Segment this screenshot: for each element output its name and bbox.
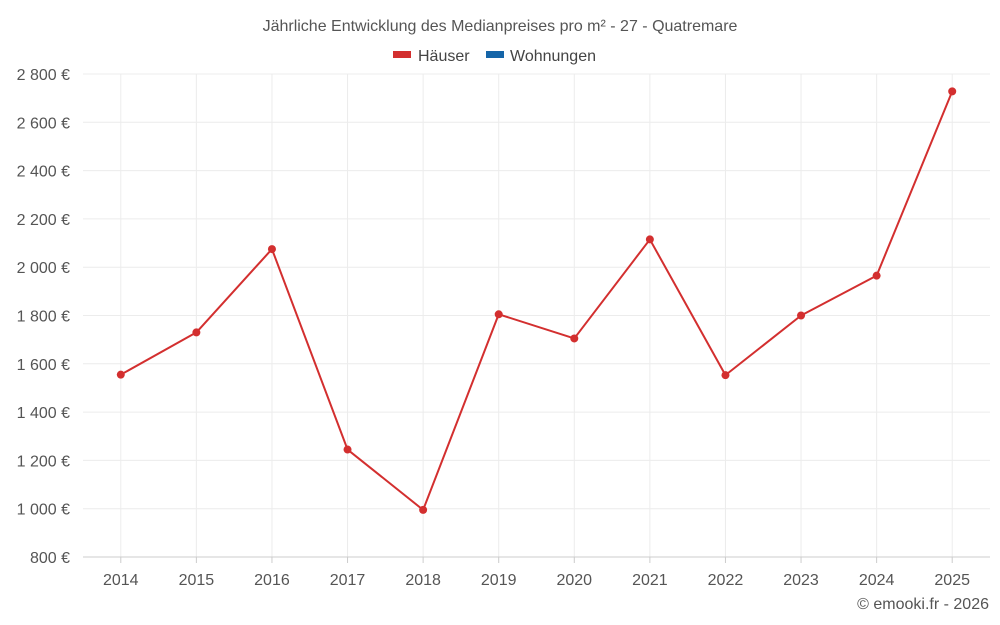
legend: Häuser Wohnungen xyxy=(393,48,596,65)
x-tick-label: 2017 xyxy=(330,572,366,589)
y-tick-label: 2 400 € xyxy=(17,164,70,181)
x-tick-label: 2014 xyxy=(103,572,139,589)
y-tick-label: 1 400 € xyxy=(17,405,70,422)
y-tick-label: 2 800 € xyxy=(17,67,70,84)
y-tick-label: 800 € xyxy=(30,550,70,567)
x-tick-label: 2019 xyxy=(481,572,517,589)
y-tick-label: 2 600 € xyxy=(17,115,70,132)
series-line-0 xyxy=(120,91,954,511)
grid xyxy=(83,73,990,557)
x-axis: 2014 2015 2016 2017 2018 2019 2020 2021 2022 2023… xyxy=(83,556,990,589)
data-point[interactable] xyxy=(645,235,654,244)
x-tick-label: 2023 xyxy=(783,572,819,589)
data-point[interactable] xyxy=(116,370,125,379)
data-point[interactable] xyxy=(948,87,957,96)
legend-swatch-haeuser xyxy=(393,51,411,58)
data-point[interactable] xyxy=(570,334,579,343)
x-tick-label: 2018 xyxy=(405,572,441,589)
legend-swatch-wohnungen xyxy=(486,51,504,58)
data-point[interactable] xyxy=(419,505,428,514)
legend-item-wohnungen[interactable]: Wohnungen xyxy=(486,48,596,65)
chart-title: Jährliche Entwicklung des Medianpreises … xyxy=(263,18,738,35)
legend-label-wohnungen: Wohnungen xyxy=(510,48,596,65)
legend-item-haeuser[interactable]: Häuser xyxy=(393,48,470,65)
data-point[interactable] xyxy=(343,445,352,454)
legend-label-haeuser: Häuser xyxy=(418,48,470,65)
credit-text: © emooki.fr - 2026 xyxy=(857,596,989,613)
x-tick-label: 2022 xyxy=(708,572,744,589)
y-tick-label: 2 000 € xyxy=(17,260,70,277)
data-point[interactable] xyxy=(192,328,201,337)
x-tick-label: 2021 xyxy=(632,572,668,589)
x-tick-label: 2024 xyxy=(859,572,895,589)
x-tick-label: 2025 xyxy=(934,572,970,589)
data-point[interactable] xyxy=(797,311,806,320)
x-tick-label: 2016 xyxy=(254,572,290,589)
series-haeuser xyxy=(116,87,957,514)
x-tick-label: 2015 xyxy=(179,572,215,589)
y-tick-label: 1 000 € xyxy=(17,502,70,519)
data-point[interactable] xyxy=(721,371,730,380)
data-point[interactable] xyxy=(267,245,276,254)
y-tick-label: 1 200 € xyxy=(17,453,70,470)
y-tick-label: 1 600 € xyxy=(17,357,70,374)
y-tick-label: 1 800 € xyxy=(17,309,70,326)
x-tick-label: 2020 xyxy=(556,572,592,589)
data-point[interactable] xyxy=(872,271,881,280)
data-point[interactable] xyxy=(494,310,503,319)
y-axis: 800 € 1 000 € 1 200 € 1 400 € 1 600 € 1 800 €… xyxy=(17,67,70,567)
y-tick-label: 2 200 € xyxy=(17,212,70,229)
